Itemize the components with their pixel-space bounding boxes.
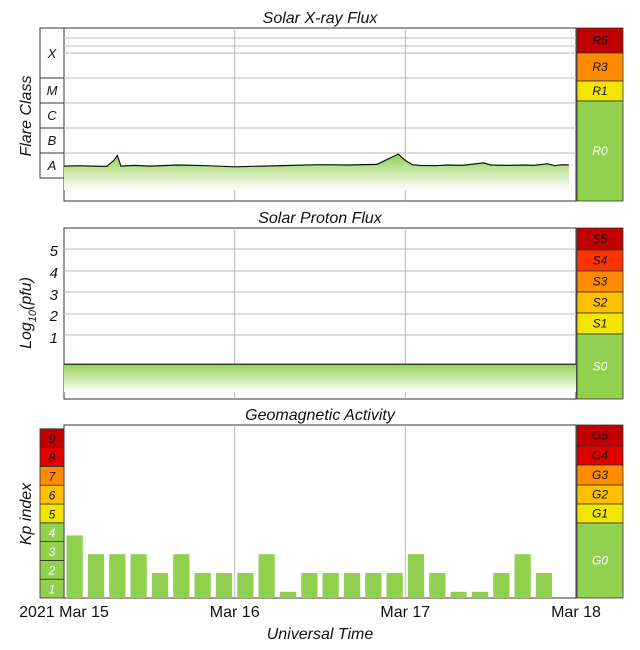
kp-bar [130,554,147,598]
kp-bar [66,535,83,598]
proton-ytick-5: 5 [50,243,59,260]
kp-bars [66,535,553,598]
radiation-storm-scale: S5 S4 S3 S2 S1 S0 [576,227,624,400]
xray-flux-series [63,153,569,190]
xray-ylabel: Flare Class [18,76,35,157]
scale-label: R3 [592,60,608,74]
kp-level-label: 2 [48,564,56,578]
proton-ytick-3: 3 [50,287,59,304]
kp-bar [194,573,211,598]
geomagnetic-storm-scale: G5 G4 G3 G2 G1 G0 [576,424,624,599]
flare-class-b: B [48,133,57,148]
xtick-mar18: Mar 18 [551,604,601,621]
proton-y-ticks: 1 2 3 4 5 [49,243,59,347]
kp-level-label: 8 [49,451,56,465]
kp-level-label: 6 [49,489,56,503]
geomag-title: Geomagnetic Activity [245,407,396,424]
proton-flux-series [64,363,576,392]
kp-bar [407,554,425,598]
geomag-plot-area [63,424,577,599]
scale-label: G2 [592,488,608,502]
kp-level-label: 9 [49,432,56,446]
scale-cell [576,52,624,82]
proton-flux-area [64,364,576,392]
xtick-mar16: Mar 16 [210,604,260,621]
geomag-ylabel: Kp index [18,482,35,545]
kp-bar [237,573,254,598]
flare-class-column: X M C B A [39,27,65,179]
scale-label: S5 [593,232,608,246]
xray-flux-line [63,153,569,168]
kp-bar [343,573,361,598]
scale-label: G1 [592,507,608,521]
proton-ylabel: Log10(pfu) [18,277,39,349]
kp-bar [258,554,275,598]
xtick-mar15: 2021 Mar 15 [19,604,109,621]
scale-label: S3 [593,275,608,289]
scale-label: G3 [592,468,608,482]
scale-label: G5 [592,429,608,443]
kp-bar [151,573,169,598]
proton-ytick-2: 2 [49,308,59,325]
flare-class-m: M [47,83,58,98]
scale-label: R0 [592,144,608,158]
scale-label: R5 [592,34,608,48]
kp-level-label: 3 [49,545,56,559]
kp-level-column: 1 2 3 4 5 6 7 8 9 [39,428,65,599]
xtick-mar17: Mar 17 [380,604,430,621]
kp-bar [450,591,467,598]
scale-cell [576,27,624,54]
kp-bar [279,591,297,598]
kp-bar [173,554,190,598]
kp-bar [109,554,126,598]
proton-title: Solar Proton Flux [258,210,383,227]
kp-bar [301,573,318,598]
kp-bar [514,554,531,598]
scale-cell [576,100,624,202]
scale-label: R1 [592,84,607,98]
flare-class-x: X [47,46,58,61]
kp-bar [535,573,553,598]
scale-label: G4 [592,449,608,463]
kp-bar [365,573,382,598]
kp-bar [471,591,489,598]
kp-level-label: 4 [49,526,56,540]
kp-bar [429,573,446,598]
x-axis-label: Universal Time [267,626,374,643]
kp-bar [87,554,105,598]
scale-label: S1 [593,317,608,331]
proton-ytick-4: 4 [50,265,58,282]
scale-cell [576,333,624,400]
kp-bar [215,573,233,598]
kp-bar [322,573,339,598]
kp-level-label: 1 [49,583,56,597]
radio-blackout-scale: R5 R3 R1 R0 [576,27,624,202]
xray-flux-area [64,154,569,190]
scale-label: S4 [593,254,608,268]
xray-title: Solar X-ray Flux [263,10,379,27]
proton-ytick-1: 1 [50,330,58,347]
kp-level-cell [39,428,65,448]
scale-cell [576,522,624,599]
scale-label: G0 [592,554,608,568]
kp-bar [386,573,403,598]
flare-class-a: A [47,158,57,173]
kp-level-label: 5 [49,507,56,521]
flare-class-c: C [47,108,57,123]
kp-bar [493,573,510,598]
scale-label: S0 [593,360,608,374]
kp-level-label: 7 [49,470,57,484]
scale-label: S2 [593,296,608,310]
